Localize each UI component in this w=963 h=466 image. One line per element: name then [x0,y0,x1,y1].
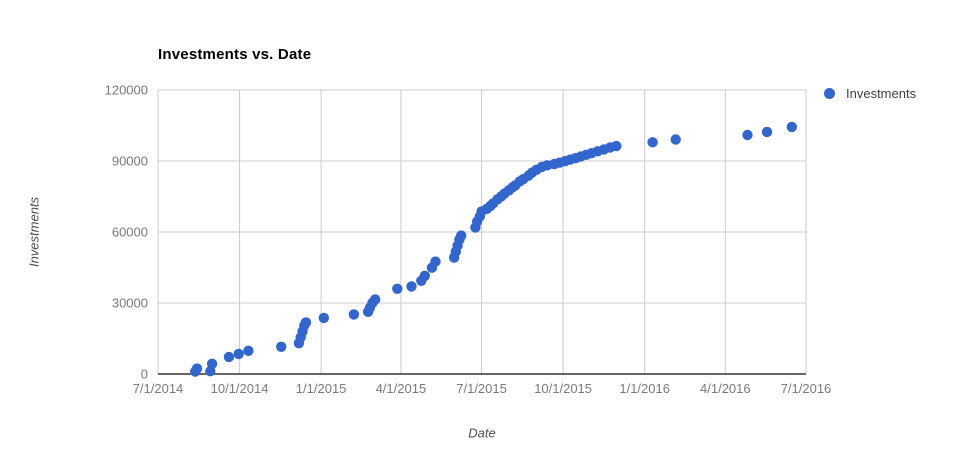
data-point [206,358,218,369]
x-tick-label: 1/1/2016 [619,381,670,396]
data-point [191,363,203,374]
data-point [233,348,244,360]
data-point [223,351,235,363]
data-point [670,134,681,145]
data-point [300,317,312,328]
data-point [761,126,773,138]
data-point [647,137,658,148]
x-tick-label: 7/1/2014 [133,381,184,396]
x-axis-title: Date [468,425,496,441]
y-tick-label: 120000 [105,83,148,98]
y-tick-label: 90000 [112,154,148,169]
chart-title: Investments vs. Date [158,46,312,63]
x-tick-label: 4/1/2015 [376,381,427,396]
x-tick-label: 7/1/2015 [456,381,507,396]
y-tick-label: 30000 [112,296,148,311]
data-point [406,281,417,292]
x-tick-label: 7/1/2016 [781,381,832,396]
data-point [392,283,403,294]
legend-label: Investments [846,86,917,101]
data-point [276,341,287,352]
legend: Investments [824,86,916,101]
data-point [419,270,430,281]
y-tick-label: 60000 [112,225,148,240]
legend-marker-icon [824,88,835,99]
data-point [456,230,467,241]
data-point [243,345,254,356]
y-axis-title: Investments [26,196,42,268]
x-tick-label: 10/1/2015 [534,381,592,396]
data-point [348,309,360,320]
data-point [430,256,441,267]
y-tick-label: 0 [141,367,148,382]
data-point [742,129,753,141]
data-point [611,140,622,152]
data-point [370,294,381,305]
data-point [318,312,329,324]
x-tick-label: 1/1/2015 [296,381,347,396]
data-point [786,121,797,133]
x-tick-label: 4/1/2016 [700,381,751,396]
x-tick-label: 10/1/2014 [211,381,269,396]
